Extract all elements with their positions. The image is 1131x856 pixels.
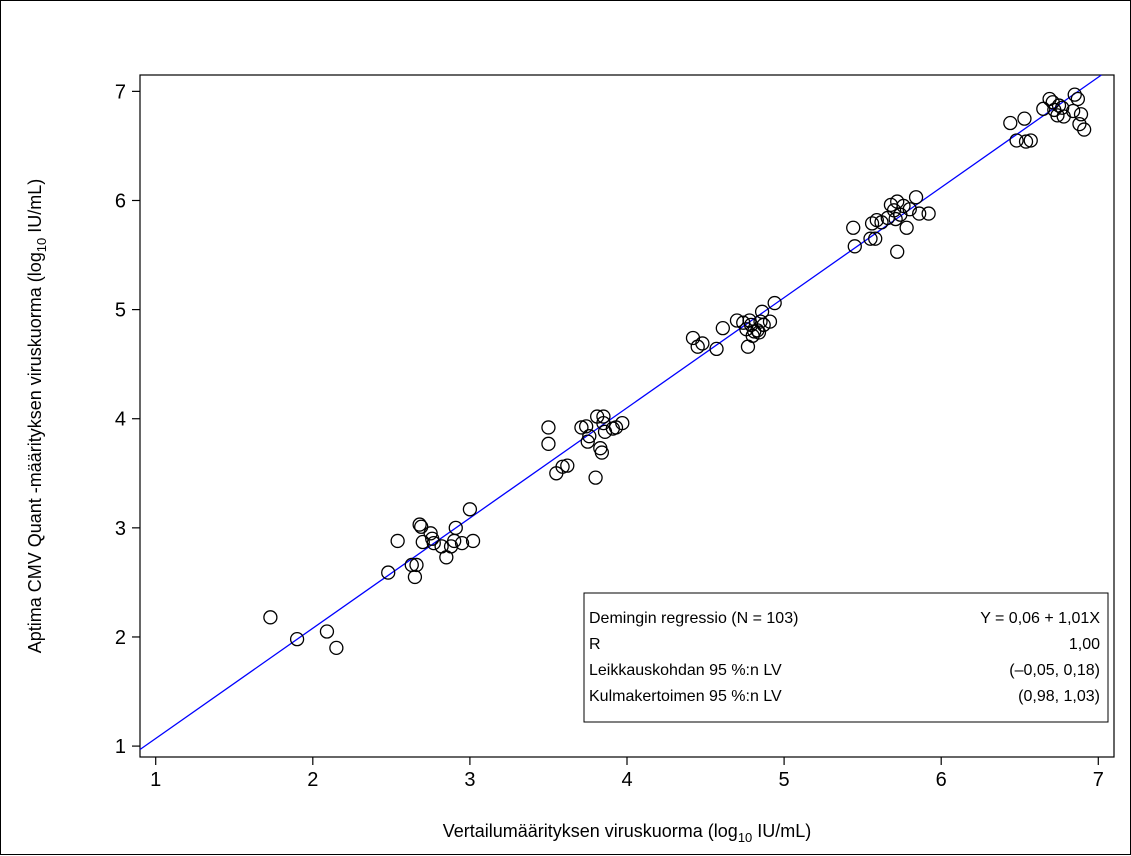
x-axis: 1 2 3 4 5 6 7 xyxy=(150,757,1104,791)
data-point xyxy=(899,220,914,235)
y-axis-title: Aptima CMV Quant -määrityksen viruskuorm… xyxy=(25,179,49,654)
data-point xyxy=(426,535,441,551)
data-point xyxy=(1070,91,1086,107)
data-point xyxy=(289,632,305,647)
regression-line xyxy=(139,74,1102,751)
data-point xyxy=(690,339,705,354)
data-point xyxy=(1023,133,1038,148)
data-point xyxy=(736,315,751,330)
data-point xyxy=(409,557,424,573)
y-tick-label: 7 xyxy=(115,81,126,103)
data-point xyxy=(1072,116,1087,132)
stats-legend-box: Demingin regressio (N = 103) Y = 0,06 + … xyxy=(583,592,1109,723)
data-point xyxy=(890,244,905,259)
data-point xyxy=(709,341,724,357)
data-point xyxy=(423,526,438,541)
stats-label-slope-ci: Kulmakertoimen 95 %:n LV xyxy=(589,688,782,705)
data-point xyxy=(912,206,927,221)
y-tick-label: 6 xyxy=(115,190,126,212)
y-tick-label: 1 xyxy=(115,736,126,758)
y-tick-label: 4 xyxy=(115,409,126,431)
data-point xyxy=(1009,133,1024,148)
data-point xyxy=(908,190,924,205)
data-point xyxy=(412,517,427,532)
data-point xyxy=(414,519,429,534)
data-point xyxy=(319,624,335,639)
data-point xyxy=(1066,103,1081,119)
data-point xyxy=(1073,107,1089,122)
data-point xyxy=(390,533,405,549)
data-point xyxy=(555,459,570,474)
data-point xyxy=(560,458,575,473)
data-point xyxy=(580,434,595,449)
x-tick-label: 3 xyxy=(464,769,475,791)
data-point xyxy=(888,211,903,227)
data-point xyxy=(1055,100,1070,115)
data-point xyxy=(465,533,481,549)
y-tick-label: 3 xyxy=(115,518,126,540)
data-point xyxy=(767,295,782,311)
data-point xyxy=(751,325,767,340)
data-point xyxy=(381,565,396,580)
regression-line-group xyxy=(139,74,1102,751)
stats-value-intercept-ci: (–0,05, 0,18) xyxy=(1009,662,1100,679)
y-tick-label: 2 xyxy=(115,627,126,649)
stats-label-regression: Demingin regressio (N = 103) xyxy=(589,610,798,627)
stats-value-regression: Y = 0,06 + 1,01X xyxy=(980,610,1100,627)
data-point xyxy=(582,429,597,444)
data-point xyxy=(579,419,594,434)
data-point xyxy=(1003,115,1018,131)
data-point xyxy=(329,640,344,656)
stats-label-r: R xyxy=(589,636,601,653)
x-tick-label: 1 xyxy=(150,769,161,791)
data-point xyxy=(574,420,589,435)
y-tick-label: 5 xyxy=(115,300,126,322)
x-tick-label: 4 xyxy=(621,769,632,791)
data-point xyxy=(902,202,917,217)
x-axis-title: Vertailumäärityksen viruskuorma (log10 I… xyxy=(443,821,812,845)
data-point xyxy=(615,415,630,431)
data-point xyxy=(462,502,478,517)
data-point xyxy=(753,314,768,329)
data-point xyxy=(454,535,470,551)
data-point xyxy=(415,534,430,550)
stats-value-r: 1,00 xyxy=(1069,636,1100,653)
data-point xyxy=(263,610,278,625)
data-point xyxy=(407,569,423,585)
data-point xyxy=(448,520,463,535)
data-point xyxy=(846,220,861,235)
stats-label-intercept-ci: Leikkauskohdan 95 %:n LV xyxy=(589,662,782,679)
data-point xyxy=(1077,122,1092,137)
data-point xyxy=(596,409,611,424)
data-point xyxy=(868,231,883,246)
data-point xyxy=(921,206,936,221)
data-point xyxy=(695,336,710,351)
data-point xyxy=(864,216,880,231)
x-tick-label: 7 xyxy=(1093,769,1104,791)
data-point xyxy=(1067,87,1082,102)
x-tick-label: 5 xyxy=(779,769,790,791)
x-tick-label: 6 xyxy=(936,769,947,791)
stats-value-slope-ci: (0,98, 1,03) xyxy=(1018,688,1100,705)
data-point xyxy=(541,436,556,451)
data-point xyxy=(1050,108,1065,123)
x-tick-label: 2 xyxy=(307,769,318,791)
data-point xyxy=(863,231,878,246)
data-point xyxy=(541,420,556,435)
data-point xyxy=(1018,134,1034,149)
data-point xyxy=(847,239,862,254)
data-points xyxy=(263,87,1092,656)
y-axis: 1 2 3 4 5 6 7 xyxy=(115,81,140,758)
data-point xyxy=(594,445,610,460)
data-point xyxy=(762,314,778,329)
data-point xyxy=(715,321,730,336)
data-point xyxy=(1017,111,1032,126)
data-point xyxy=(588,470,603,485)
